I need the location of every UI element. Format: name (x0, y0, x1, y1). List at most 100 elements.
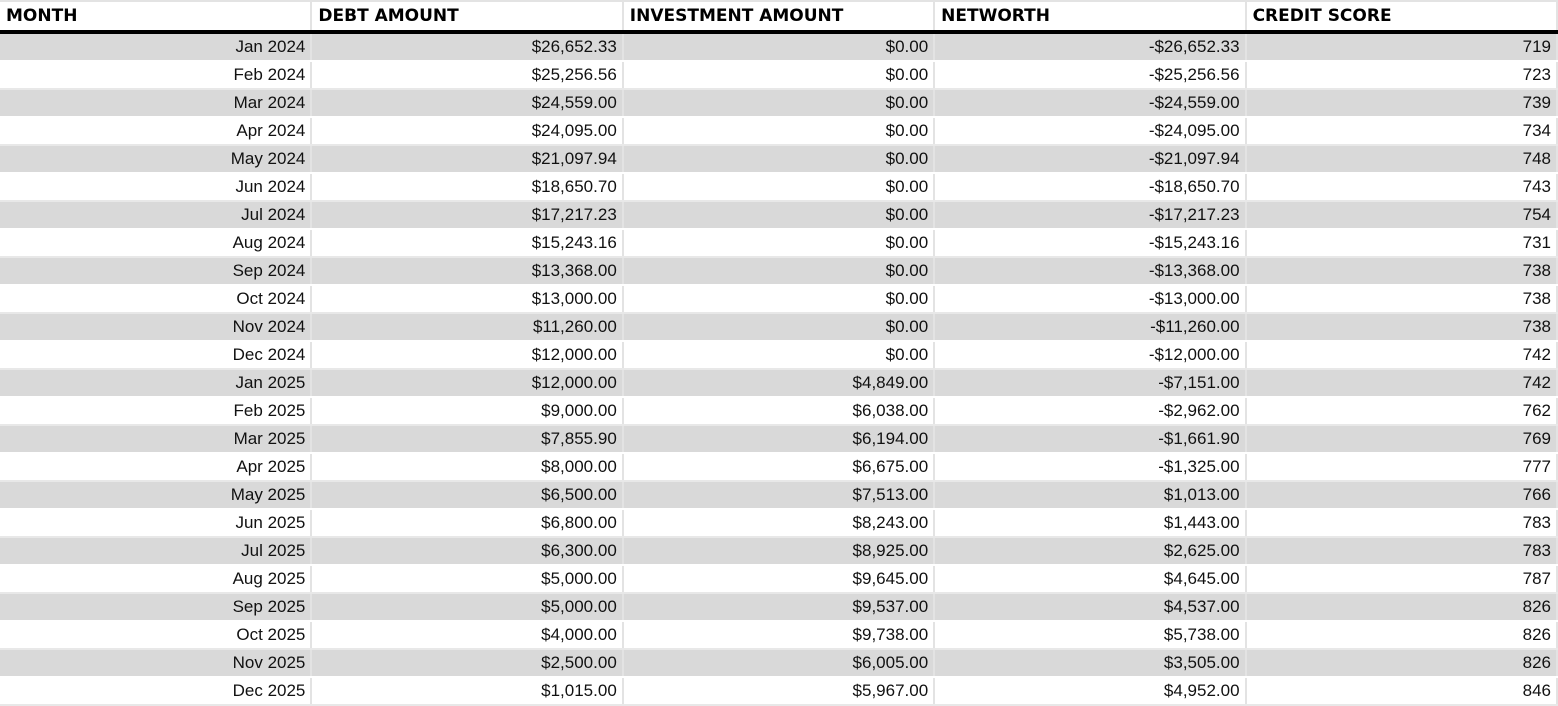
month-cell[interactable]: Aug 2024 (0, 229, 313, 258)
networth-cell[interactable]: -$7,151.00 (934, 369, 1247, 398)
networth-cell[interactable]: -$1,661.90 (934, 425, 1247, 454)
month-cell[interactable]: May 2024 (0, 145, 313, 174)
credit-score-cell[interactable]: 743 (1245, 173, 1558, 202)
credit-score-cell[interactable]: 738 (1245, 313, 1558, 342)
credit-score-cell[interactable]: 723 (1245, 61, 1558, 90)
investment-amount-cell[interactable]: $0.00 (622, 32, 936, 62)
networth-cell[interactable]: -$18,650.70 (934, 173, 1247, 202)
investment-amount-cell[interactable]: $8,925.00 (622, 537, 936, 566)
investment-amount-cell[interactable]: $0.00 (622, 89, 936, 118)
debt-amount-cell[interactable]: $5,000.00 (311, 593, 624, 622)
month-cell[interactable]: Jun 2025 (0, 509, 313, 538)
debt-amount-cell[interactable]: $25,256.56 (311, 61, 624, 90)
networth-cell[interactable]: $4,645.00 (934, 565, 1247, 594)
credit-score-cell[interactable]: 739 (1245, 89, 1558, 118)
month-cell[interactable]: Jan 2025 (0, 369, 313, 398)
debt-amount-cell[interactable]: $24,559.00 (311, 89, 624, 118)
month-cell[interactable]: May 2025 (0, 481, 313, 510)
month-cell[interactable]: Dec 2024 (0, 341, 313, 370)
month-cell[interactable]: Dec 2025 (0, 677, 313, 706)
investment-amount-cell[interactable]: $0.00 (622, 173, 936, 202)
credit-score-cell[interactable]: 826 (1245, 593, 1558, 622)
networth-cell[interactable]: -$15,243.16 (934, 229, 1247, 258)
networth-cell[interactable]: $1,443.00 (934, 509, 1247, 538)
month-cell[interactable]: Feb 2025 (0, 397, 313, 426)
networth-cell[interactable]: -$25,256.56 (934, 61, 1247, 90)
debt-amount-cell[interactable]: $11,260.00 (311, 313, 624, 342)
networth-cell[interactable]: -$26,652.33 (934, 32, 1247, 62)
investment-amount-cell[interactable]: $5,967.00 (622, 677, 936, 706)
credit-score-cell[interactable]: 719 (1245, 32, 1558, 62)
networth-cell[interactable]: -$1,325.00 (934, 453, 1247, 482)
month-cell[interactable]: Jun 2024 (0, 173, 313, 202)
debt-amount-cell[interactable]: $4,000.00 (311, 621, 624, 650)
debt-amount-cell[interactable]: $21,097.94 (311, 145, 624, 174)
month-cell[interactable]: Mar 2025 (0, 425, 313, 454)
investment-amount-cell[interactable]: $0.00 (622, 257, 936, 286)
debt-amount-cell[interactable]: $6,500.00 (311, 481, 624, 510)
networth-cell[interactable]: -$24,559.00 (934, 89, 1247, 118)
month-cell[interactable]: Oct 2025 (0, 621, 313, 650)
credit-score-cell[interactable]: 777 (1245, 453, 1558, 482)
debt-amount-cell[interactable]: $6,300.00 (311, 537, 624, 566)
networth-cell[interactable]: -$13,000.00 (934, 285, 1247, 314)
networth-cell[interactable]: -$2,962.00 (934, 397, 1247, 426)
credit-score-cell[interactable]: 731 (1245, 229, 1558, 258)
header-investment-amount[interactable]: INVESTMENT AMOUNT (622, 0, 936, 34)
investment-amount-cell[interactable]: $9,537.00 (622, 593, 936, 622)
month-cell[interactable]: Apr 2025 (0, 453, 313, 482)
month-cell[interactable]: Feb 2024 (0, 61, 313, 90)
debt-amount-cell[interactable]: $13,000.00 (311, 285, 624, 314)
credit-score-cell[interactable]: 742 (1245, 369, 1558, 398)
credit-score-cell[interactable]: 748 (1245, 145, 1558, 174)
investment-amount-cell[interactable]: $6,675.00 (622, 453, 936, 482)
networth-cell[interactable]: $5,738.00 (934, 621, 1247, 650)
credit-score-cell[interactable]: 783 (1245, 537, 1558, 566)
credit-score-cell[interactable]: 766 (1245, 481, 1558, 510)
networth-cell[interactable]: -$17,217.23 (934, 201, 1247, 230)
month-cell[interactable]: Aug 2025 (0, 565, 313, 594)
credit-score-cell[interactable]: 846 (1245, 677, 1558, 706)
debt-amount-cell[interactable]: $2,500.00 (311, 649, 624, 678)
month-cell[interactable]: Apr 2024 (0, 117, 313, 146)
networth-cell[interactable]: $4,952.00 (934, 677, 1247, 706)
debt-amount-cell[interactable]: $18,650.70 (311, 173, 624, 202)
credit-score-cell[interactable]: 738 (1245, 285, 1558, 314)
investment-amount-cell[interactable]: $7,513.00 (622, 481, 936, 510)
month-cell[interactable]: Nov 2024 (0, 313, 313, 342)
networth-cell[interactable]: $1,013.00 (934, 481, 1247, 510)
credit-score-cell[interactable]: 826 (1245, 621, 1558, 650)
investment-amount-cell[interactable]: $0.00 (622, 229, 936, 258)
debt-amount-cell[interactable]: $15,243.16 (311, 229, 624, 258)
debt-amount-cell[interactable]: $8,000.00 (311, 453, 624, 482)
networth-cell[interactable]: -$21,097.94 (934, 145, 1247, 174)
header-month[interactable]: MONTH (0, 0, 313, 34)
investment-amount-cell[interactable]: $8,243.00 (622, 509, 936, 538)
month-cell[interactable]: Sep 2024 (0, 257, 313, 286)
debt-amount-cell[interactable]: $6,800.00 (311, 509, 624, 538)
debt-amount-cell[interactable]: $9,000.00 (311, 397, 624, 426)
month-cell[interactable]: Jul 2025 (0, 537, 313, 566)
debt-amount-cell[interactable]: $1,015.00 (311, 677, 624, 706)
investment-amount-cell[interactable]: $0.00 (622, 201, 936, 230)
investment-amount-cell[interactable]: $0.00 (622, 313, 936, 342)
investment-amount-cell[interactable]: $9,738.00 (622, 621, 936, 650)
networth-cell[interactable]: -$12,000.00 (934, 341, 1247, 370)
investment-amount-cell[interactable]: $4,849.00 (622, 369, 936, 398)
investment-amount-cell[interactable]: $9,645.00 (622, 565, 936, 594)
investment-amount-cell[interactable]: $0.00 (622, 341, 936, 370)
debt-amount-cell[interactable]: $26,652.33 (311, 32, 624, 62)
header-credit-score[interactable]: CREDIT SCORE (1245, 0, 1558, 34)
credit-score-cell[interactable]: 787 (1245, 565, 1558, 594)
investment-amount-cell[interactable]: $6,194.00 (622, 425, 936, 454)
month-cell[interactable]: Mar 2024 (0, 89, 313, 118)
header-networth[interactable]: NETWORTH (934, 0, 1247, 34)
networth-cell[interactable]: -$24,095.00 (934, 117, 1247, 146)
networth-cell[interactable]: -$13,368.00 (934, 257, 1247, 286)
investment-amount-cell[interactable]: $6,005.00 (622, 649, 936, 678)
investment-amount-cell[interactable]: $0.00 (622, 61, 936, 90)
month-cell[interactable]: Jul 2024 (0, 201, 313, 230)
month-cell[interactable]: Oct 2024 (0, 285, 313, 314)
month-cell[interactable]: Nov 2025 (0, 649, 313, 678)
debt-amount-cell[interactable]: $13,368.00 (311, 257, 624, 286)
